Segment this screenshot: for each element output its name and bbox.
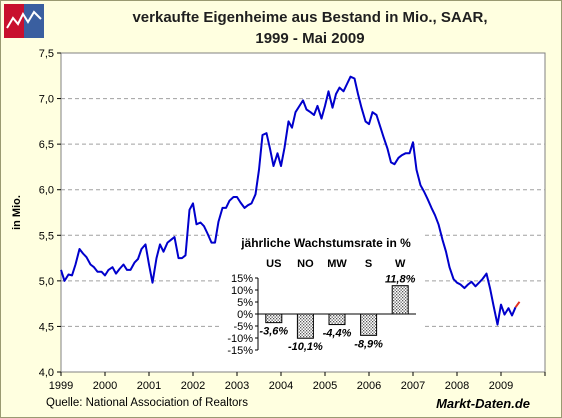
x-tick-label: 2000	[93, 380, 117, 392]
x-tick-label: 2003	[225, 380, 249, 392]
inset-value-label: -8,9%	[354, 338, 383, 350]
inset-value-label: -4,4%	[323, 328, 352, 340]
inset-category-label: MW	[327, 258, 347, 270]
y-axis-label: in Mio.	[11, 195, 23, 230]
inset-bar	[296, 313, 314, 339]
inset-bar	[391, 285, 409, 315]
y-tick-label: 4,0	[39, 367, 54, 379]
inset-y-tick-label: 15%	[231, 273, 253, 285]
inset-y-tick-label: -15%	[227, 345, 253, 357]
inset-y-tick-label: -5%	[233, 321, 253, 333]
y-tick-label: 6,0	[39, 185, 54, 197]
site-logo-icon	[4, 4, 44, 38]
brand-label: Markt-Daten.de	[436, 396, 530, 411]
inset-y-tick-label: 10%	[231, 285, 253, 297]
inset-title: jährliche Wachstumsrate in %	[240, 236, 411, 250]
x-tick-label: 2008	[445, 380, 469, 392]
inset-bar	[265, 313, 283, 324]
x-tick-label: 2004	[269, 380, 293, 392]
inset-value-label: -3,6%	[259, 326, 288, 338]
chart-title-line2: 1999 - Mai 2009	[255, 30, 365, 47]
inset-category-label: NO	[297, 258, 314, 270]
y-tick-label: 5,5	[39, 230, 54, 242]
y-tick-label: 7,5	[39, 48, 54, 60]
x-tick-label: 2007	[401, 380, 425, 392]
inset-background	[220, 233, 425, 363]
y-tick-label: 5,0	[39, 276, 54, 288]
inset-y-tick-label: 0%	[237, 309, 253, 321]
x-tick-label: 2006	[357, 380, 381, 392]
y-tick-label: 4,5	[39, 321, 54, 333]
y-tick-label: 7,0	[39, 94, 54, 106]
inset-category-label: S	[365, 258, 372, 270]
x-tick-label: 2009	[489, 380, 513, 392]
x-tick-label: 1999	[49, 380, 73, 392]
inset-value-label: -10,1%	[288, 341, 323, 353]
inset-category-label: US	[266, 258, 281, 270]
chart-title-line1: verkaufte Eigenheime aus Bestand in Mio.…	[132, 9, 488, 26]
series-line	[60, 75, 517, 326]
inset-y-tick-label: -10%	[227, 333, 253, 345]
x-tick-label: 2001	[137, 380, 161, 392]
y-tick-label: 6,5	[39, 139, 54, 151]
inset-category-label: W	[395, 258, 406, 270]
inset-value-label: 11,8%	[385, 274, 416, 286]
x-tick-label: 2002	[181, 380, 205, 392]
x-tick-label: 2005	[313, 380, 337, 392]
source-note: Quelle: National Association of Realtors	[46, 397, 248, 409]
series-line-latest	[514, 301, 521, 308]
inset-bar	[328, 313, 346, 326]
inset-bar	[360, 313, 378, 336]
inset-y-tick-label: 5%	[237, 297, 253, 309]
